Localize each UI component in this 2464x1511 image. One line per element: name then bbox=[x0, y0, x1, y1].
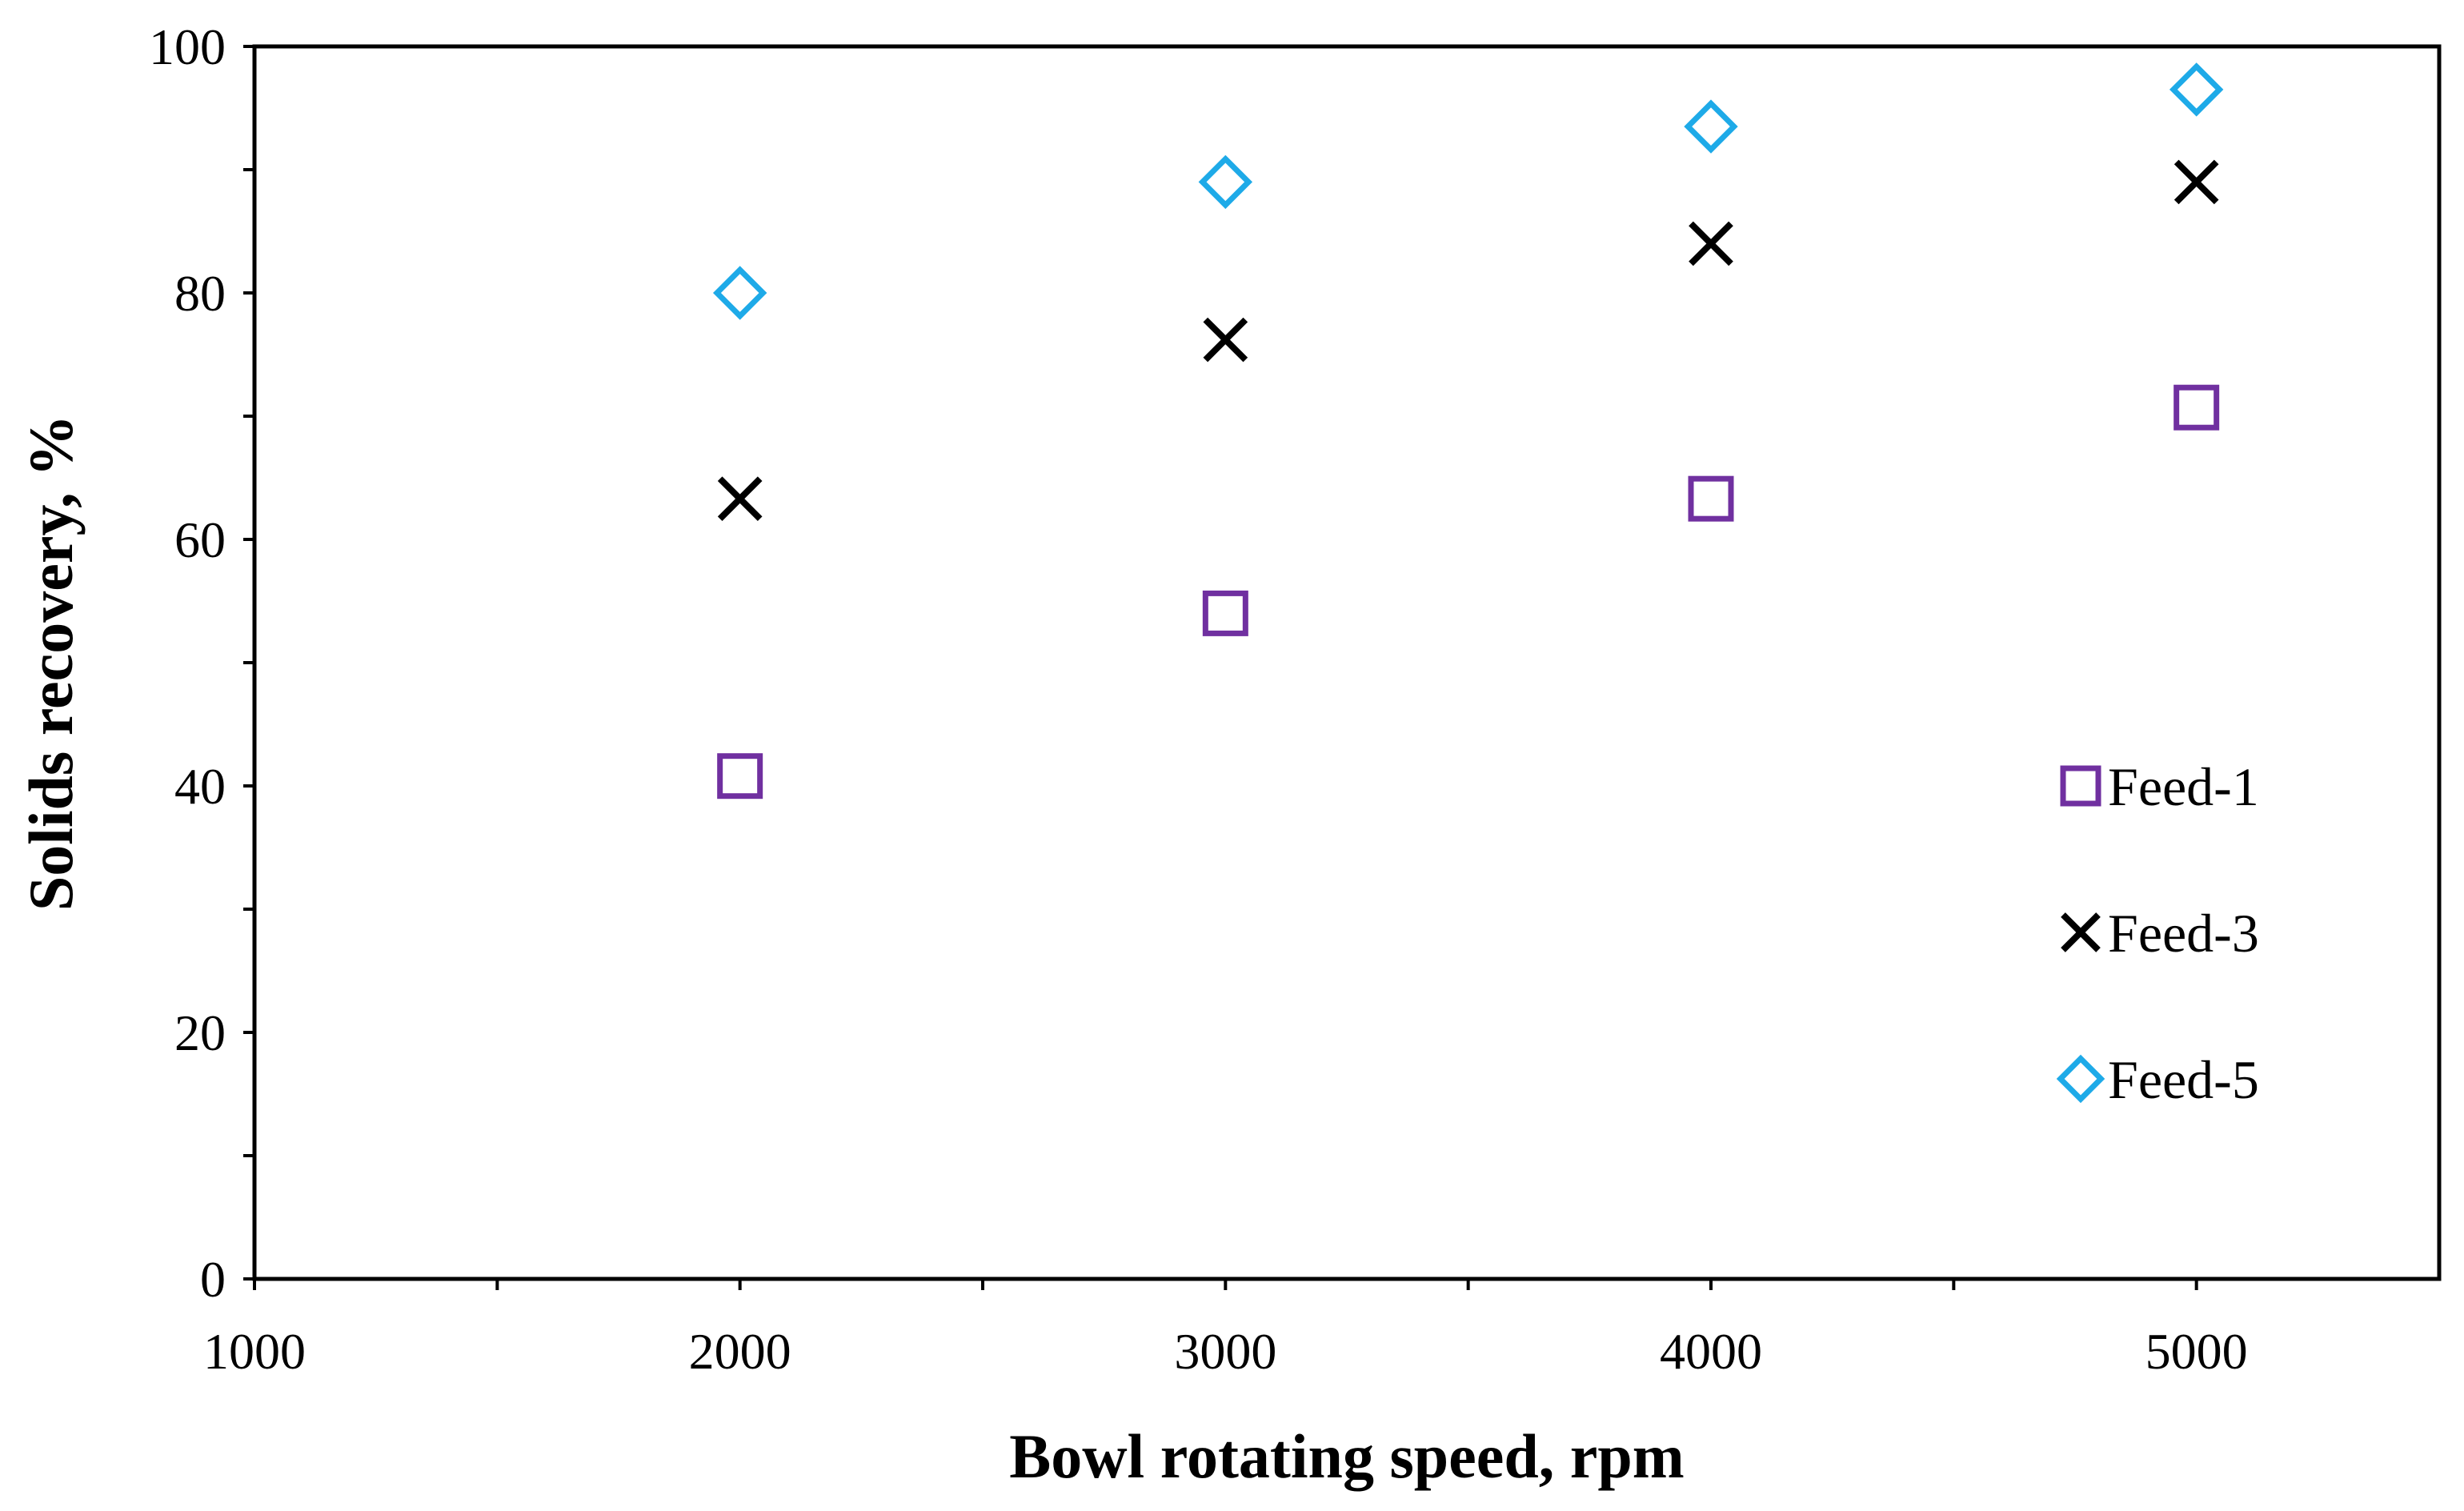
x-axis-title: Bowl rotating speed, rpm bbox=[1009, 1421, 1685, 1491]
legend-marker-stroke bbox=[2061, 912, 2101, 952]
y-tick-label: 60 bbox=[174, 511, 226, 568]
axis-ticks bbox=[243, 45, 2198, 1290]
data-point bbox=[1684, 99, 1738, 154]
data-point bbox=[717, 753, 763, 800]
data-point bbox=[1689, 221, 1733, 267]
data-point-stroke bbox=[1203, 317, 1248, 363]
data-point bbox=[2174, 159, 2219, 205]
legend-marker bbox=[2060, 765, 2101, 807]
data-point bbox=[1202, 590, 1248, 636]
plot-area bbox=[252, 44, 2442, 1281]
data-markers bbox=[712, 62, 2224, 800]
data-point bbox=[712, 266, 767, 320]
data-point bbox=[717, 476, 763, 522]
legend: Feed-1 Feed-3 Feed-5 bbox=[2056, 756, 2259, 1110]
legend-entry: Feed-3 bbox=[2061, 903, 2259, 964]
data-point-stroke bbox=[717, 476, 763, 522]
legend-label: Feed-5 bbox=[2108, 1049, 2259, 1110]
data-point bbox=[2174, 384, 2220, 431]
legend-entry: Feed-1 bbox=[2060, 756, 2259, 817]
data-point bbox=[2169, 62, 2224, 117]
x-tick-label: 5000 bbox=[2145, 1323, 2248, 1380]
axis-tick-labels: 1000 2000 3000 4000 5000 0 20 40 60 80 100 bbox=[149, 18, 2248, 1380]
legend-entry: Feed-5 bbox=[2056, 1049, 2259, 1110]
data-point-stroke bbox=[1689, 221, 1733, 267]
data-point-stroke bbox=[2174, 159, 2219, 205]
series-feed-1 bbox=[717, 384, 2220, 800]
legend-label: Feed-1 bbox=[2108, 756, 2259, 817]
y-tick-label: 100 bbox=[149, 18, 226, 75]
x-tick-label: 4000 bbox=[1660, 1323, 1762, 1380]
y-tick-label: 40 bbox=[174, 758, 226, 815]
y-tick-label: 80 bbox=[174, 265, 226, 322]
data-point bbox=[1203, 317, 1248, 363]
legend-label: Feed-3 bbox=[2108, 903, 2259, 964]
y-axis-title: Solids recovery, % bbox=[16, 415, 86, 911]
x-tick-label: 3000 bbox=[1174, 1323, 1276, 1380]
y-tick-label: 0 bbox=[200, 1251, 226, 1308]
data-point bbox=[1198, 154, 1253, 210]
series-feed-3 bbox=[717, 159, 2219, 522]
x-tick-label: 2000 bbox=[689, 1323, 791, 1380]
y-tick-label: 20 bbox=[174, 1004, 226, 1061]
series-feed-5 bbox=[712, 62, 2224, 320]
legend-marker bbox=[2056, 1054, 2105, 1104]
data-point bbox=[1688, 475, 1734, 522]
x-tick-label: 1000 bbox=[203, 1323, 306, 1380]
legend-marker bbox=[2061, 912, 2101, 952]
